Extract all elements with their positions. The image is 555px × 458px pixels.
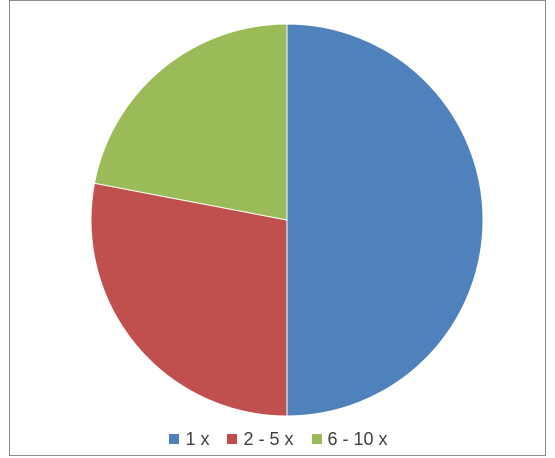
legend-item-2-5x: 2 - 5 x — [227, 429, 293, 450]
legend-swatch-2-5x — [227, 434, 237, 444]
pie-chart — [10, 1, 547, 425]
chart-frame: 1 x 2 - 5 x 6 - 10 x — [9, 0, 546, 456]
legend-label-2-5x: 2 - 5 x — [243, 429, 293, 450]
legend: 1 x 2 - 5 x 6 - 10 x — [10, 425, 547, 453]
legend-label-1x: 1 x — [185, 429, 209, 450]
pie-slice-1x — [287, 24, 483, 416]
legend-item-6-10x: 6 - 10 x — [312, 429, 388, 450]
pie-slice-2-5x — [91, 183, 287, 416]
legend-swatch-1x — [169, 434, 179, 444]
legend-label-6-10x: 6 - 10 x — [328, 429, 388, 450]
legend-item-1x: 1 x — [169, 429, 209, 450]
legend-swatch-6-10x — [312, 434, 322, 444]
